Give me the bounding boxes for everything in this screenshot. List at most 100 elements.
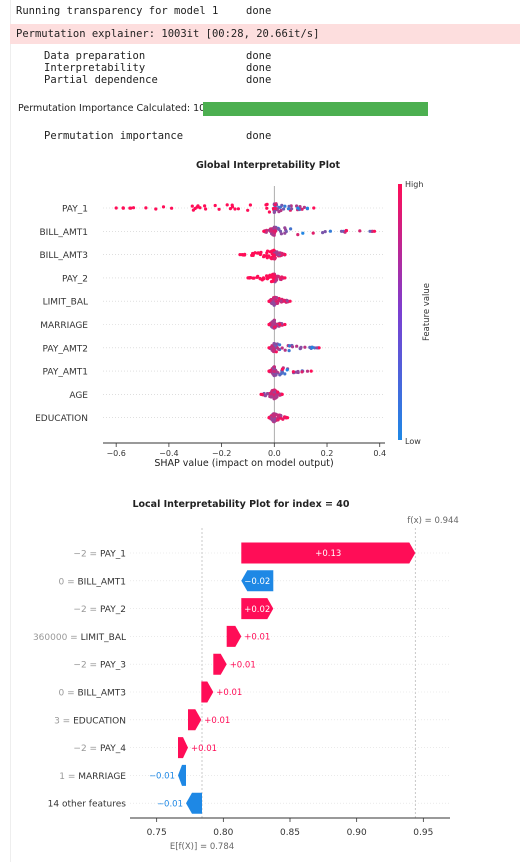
shap-point	[308, 345, 312, 349]
colorbar-label: Feature value	[422, 283, 432, 341]
step-label: Interpretability	[44, 62, 146, 74]
shap-point	[248, 203, 252, 207]
shap-point	[282, 207, 286, 211]
shap-point	[191, 208, 195, 212]
shap-point	[267, 254, 271, 258]
positive-contribution-bar	[213, 653, 227, 675]
shap-point	[368, 229, 372, 233]
x-tick-label: 0.95	[413, 828, 433, 838]
shap-point	[277, 227, 281, 231]
feature-label: 0 = BILL_AMT1	[58, 577, 126, 587]
shap-point	[204, 207, 208, 211]
feature-label: PAY_AMT1	[43, 368, 88, 378]
fx-label: f(x) = 0.944	[407, 516, 459, 526]
shap-point	[276, 390, 280, 394]
shap-point	[283, 276, 287, 280]
x-tick-label: 0.75	[147, 828, 167, 838]
shap-point	[299, 345, 303, 349]
positive-contribution-bar	[201, 681, 214, 703]
shap-point	[264, 203, 268, 207]
shap-point	[114, 206, 118, 210]
shap-point	[271, 348, 275, 352]
feature-name: PAY_3	[100, 661, 126, 671]
shap-point	[279, 414, 283, 418]
shap-point	[246, 208, 250, 212]
contribution-value-label: +0.02	[244, 605, 270, 615]
contribution-value-label: +0.13	[315, 549, 341, 559]
shap-point	[213, 203, 217, 208]
feature-value: −2	[73, 550, 86, 560]
global-interpretability-chart: Global Interpretability Plot PAY_1 BILL_A…	[35, 160, 432, 469]
shap-point	[275, 250, 279, 254]
feature-value: 0	[58, 689, 64, 699]
shap-point	[272, 276, 276, 280]
shap-point	[217, 207, 221, 211]
feature-name: BILL_AMT3	[77, 689, 126, 699]
feature-label: MARRIAGE	[40, 321, 88, 331]
shap-point	[305, 206, 310, 210]
shap-point	[203, 204, 207, 208]
shap-point	[271, 321, 276, 325]
shap-point	[236, 207, 240, 211]
shap-point	[272, 365, 276, 369]
shap-point	[270, 249, 274, 253]
shap-point	[328, 229, 332, 233]
x-tick-label: 0.85	[280, 828, 300, 838]
x-tick-label: 0.4	[373, 449, 386, 458]
shap-point	[267, 416, 271, 420]
shap-point	[283, 204, 287, 208]
shap-point	[195, 205, 199, 209]
shap-point	[225, 203, 229, 207]
shap-point	[285, 368, 289, 372]
step-status: done	[246, 62, 272, 74]
shap-point	[266, 392, 270, 396]
chart-title: Global Interpretability Plot	[196, 160, 341, 171]
shap-point	[277, 253, 281, 257]
feature-label: 0 = BILL_AMT3	[58, 689, 126, 699]
shap-point	[344, 228, 348, 233]
shap-point	[279, 232, 283, 236]
shap-point	[271, 279, 275, 283]
permutation-importance-label: Permutation importance	[44, 130, 184, 142]
progress-bar-fill	[203, 102, 428, 116]
shap-point	[296, 233, 300, 237]
x-tick-label: 0.2	[321, 449, 334, 458]
shap-point	[256, 274, 260, 278]
shap-point	[251, 253, 255, 257]
shap-point	[272, 257, 277, 261]
shap-point	[271, 415, 275, 419]
feature-label: −2 = PAY_3	[73, 661, 126, 671]
step-status: done	[246, 74, 272, 86]
feature-value: 0	[58, 577, 64, 587]
colorbar-low-label: Low	[405, 437, 421, 446]
shap-point	[302, 205, 306, 209]
shap-point	[290, 207, 294, 211]
feature-label: BILL_AMT3	[39, 251, 88, 261]
shap-point	[230, 203, 234, 207]
shap-point	[272, 369, 276, 374]
shap-point	[295, 344, 299, 348]
shap-point	[283, 348, 287, 352]
feature-label: EDUCATION	[35, 414, 88, 424]
feature-label: −2 = PAY_2	[73, 605, 126, 615]
shap-point	[303, 345, 307, 349]
colorbar	[398, 184, 402, 440]
feature-name: PAY_2	[100, 605, 126, 615]
shap-point	[161, 205, 166, 209]
shap-point	[276, 418, 280, 422]
shap-point	[300, 370, 304, 374]
shap-point	[300, 207, 304, 211]
shap-point	[283, 322, 287, 327]
shap-point	[272, 325, 276, 329]
shap-point	[265, 206, 269, 210]
contribution-value-label: +0.01	[216, 688, 242, 698]
positive-contribution-bar	[226, 625, 242, 647]
contribution-value-label: −0.02	[244, 577, 270, 587]
shap-point	[280, 392, 284, 396]
colorbar-high-label: High	[405, 180, 423, 189]
shap-point	[170, 206, 174, 210]
shap-point	[266, 274, 270, 278]
feature-value: −2	[73, 744, 86, 754]
feature-label: BILL_AMT1	[39, 228, 88, 238]
shap-point	[280, 275, 284, 279]
